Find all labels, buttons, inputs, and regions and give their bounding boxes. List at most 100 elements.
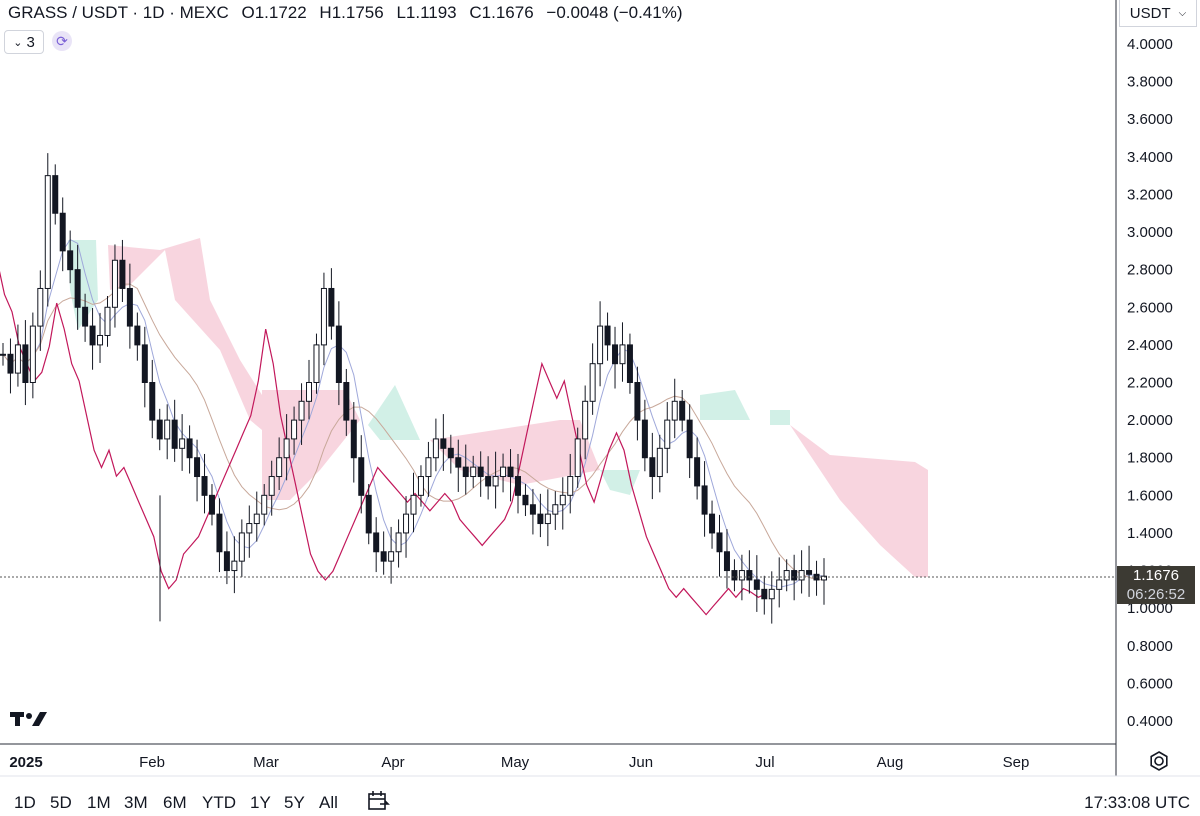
time-range-5d[interactable]: 5D — [50, 793, 72, 812]
candle-body — [44, 175, 51, 289]
time-range-1d[interactable]: 1D — [14, 793, 36, 812]
candle-body — [320, 287, 327, 346]
price-tick-label: 3.4000 — [1127, 149, 1173, 166]
tradingview-logo-icon[interactable] — [10, 708, 48, 730]
price-tick-label: 4.0000 — [1127, 36, 1173, 53]
indicators-toggle-button[interactable]: ⌄ 3 — [4, 30, 44, 54]
utc-clock[interactable]: 17:33:08 UTC — [1084, 793, 1190, 812]
candle-body — [559, 494, 566, 506]
candle-body — [425, 457, 432, 478]
time-range-5y[interactable]: 5Y — [284, 793, 305, 812]
candle-body — [246, 523, 253, 534]
candle-body — [186, 438, 193, 459]
candle-body — [238, 532, 245, 562]
candle-body — [641, 419, 648, 459]
chevron-down-icon: ⌄ — [13, 36, 23, 49]
ichimoku-cloud — [770, 410, 790, 425]
calendar-range-icon[interactable] — [366, 789, 390, 813]
candle-body — [380, 551, 387, 562]
price-tick-label: 3.8000 — [1127, 74, 1173, 91]
candle-body — [156, 419, 163, 440]
candle-body — [664, 419, 671, 449]
candle-body — [82, 306, 89, 327]
candle-body — [485, 476, 492, 487]
candle-body — [261, 494, 268, 515]
high-value: 1.1756 — [331, 3, 384, 22]
settings-gear-icon[interactable] — [1148, 750, 1170, 772]
price-tick-label: 2.2000 — [1127, 375, 1173, 392]
high-label: H — [319, 3, 332, 22]
candle-body — [358, 457, 365, 496]
ichimoku-cloud — [600, 470, 640, 495]
chevron-down-icon: ⌵ — [1178, 7, 1187, 19]
price-axis-ticks: 4.0000 3.8000 3.6000 3.4000 3.2000 3.0000 2.80… — [1127, 36, 1173, 730]
candle-body — [328, 287, 335, 327]
price-tick-label: 2.8000 — [1127, 262, 1173, 279]
candle-body — [37, 287, 44, 327]
candle-body — [567, 476, 574, 496]
candle-body — [89, 325, 96, 346]
candle-body — [253, 513, 260, 525]
time-range-all[interactable]: All — [319, 793, 338, 812]
indicators-count: 3 — [26, 33, 35, 51]
time-tick-label: Apr — [381, 754, 404, 771]
candle-body — [268, 476, 275, 496]
candle-body — [455, 457, 462, 468]
symbol-title[interactable]: GRASS / USDT · 1D · MEXC — [8, 3, 229, 22]
candle-body — [544, 513, 551, 525]
time-tick-label: Mar — [253, 754, 279, 771]
candle-body — [783, 570, 790, 581]
candle-body — [29, 325, 36, 384]
currency-unit-button[interactable]: USDT ⌵ — [1119, 0, 1197, 27]
base-line — [2, 283, 825, 581]
time-tick-label: Jul — [755, 754, 774, 771]
candle-body — [365, 494, 372, 534]
sync-icon[interactable]: ⟳ — [52, 31, 72, 51]
candle-body — [111, 259, 118, 308]
candle-body — [350, 419, 357, 459]
candle-body — [22, 344, 29, 383]
candle-body — [59, 212, 66, 252]
candle-body — [0, 353, 6, 356]
candle-body — [194, 457, 201, 478]
candle-body — [671, 400, 678, 421]
candle-body — [343, 382, 350, 421]
price-tick-label: 1.6000 — [1127, 487, 1173, 504]
time-range-ytd[interactable]: YTD — [202, 793, 236, 812]
low-value: 1.1193 — [405, 3, 457, 22]
candle-body — [791, 570, 798, 581]
candle-body — [335, 325, 342, 384]
last-price-value: 1.1676 — [1133, 567, 1179, 584]
time-range-3m[interactable]: 3M — [124, 793, 148, 812]
candle-body — [462, 466, 469, 478]
price-tick-label: 2.0000 — [1127, 412, 1173, 429]
price-tick-label: 3.2000 — [1127, 186, 1173, 203]
candle-body — [477, 466, 484, 478]
time-range-6m[interactable]: 6M — [163, 793, 187, 812]
ichimoku-cloud — [790, 425, 928, 577]
time-tick-label: Jun — [629, 754, 653, 771]
ichimoku-cloud — [108, 238, 262, 430]
candle-body — [656, 447, 663, 478]
candle-body — [746, 570, 753, 581]
time-range-1m[interactable]: 1M — [87, 793, 111, 812]
candle-body — [417, 476, 424, 496]
candle-body — [679, 400, 686, 421]
candle-body — [612, 344, 619, 365]
candle-body — [537, 513, 544, 525]
candle-body — [574, 438, 581, 478]
candle-body — [806, 570, 813, 575]
price-tick-label: 3.0000 — [1127, 224, 1173, 241]
candle-body — [179, 438, 186, 449]
price-tick-label: 2.4000 — [1127, 337, 1173, 354]
candle-body — [470, 466, 477, 478]
candle-body — [14, 344, 21, 374]
time-range-1y[interactable]: 1Y — [250, 793, 271, 812]
candle-body — [313, 344, 320, 383]
price-tick-label: 2.6000 — [1127, 299, 1173, 316]
candle-body — [291, 419, 298, 440]
time-tick-label: 2025 — [9, 754, 42, 771]
close-value: 1.1676 — [481, 3, 534, 22]
candle-body — [589, 363, 596, 402]
